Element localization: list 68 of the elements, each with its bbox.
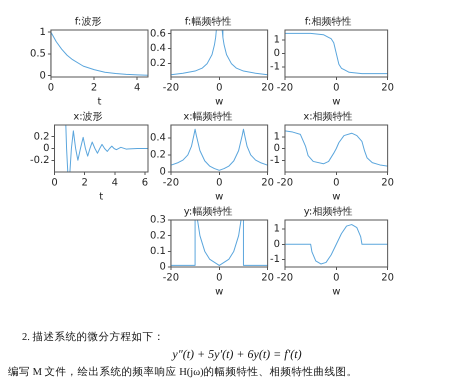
- x-tick-label: 0: [333, 272, 340, 284]
- x-axis-title: t: [99, 192, 104, 203]
- y-tick-label: -0.2: [30, 154, 50, 166]
- x-tick-label: 4: [112, 178, 118, 189]
- x-tick-label: 20: [261, 178, 274, 189]
- x-tick-label: 0: [333, 178, 340, 189]
- x-tick-label: 6: [142, 178, 148, 189]
- x-axis-title: w: [215, 96, 224, 108]
- chart-title: y:幅频特性: [184, 206, 232, 218]
- x-tick-label: -20: [276, 178, 294, 189]
- y-tick-label: 0.2: [150, 230, 166, 242]
- x-axis-title: w: [332, 96, 340, 108]
- x-tick-label: -20: [162, 82, 180, 94]
- y-tick-label: -1: [270, 154, 280, 166]
- y-tick-label: 0.2: [150, 58, 166, 70]
- y-tick-label: 0: [43, 143, 50, 154]
- x-axis-title: w: [215, 286, 224, 298]
- chart-title: f:波形: [74, 16, 102, 28]
- text: y″(t) + 5y′(t) + 6y(t) = f′(t): [170, 347, 303, 362]
- text: 编写 M 文件，绘出系统的频率响应 H(jω)的幅频特性、相频特性曲线图。: [8, 365, 358, 379]
- y-tick-label: 0: [274, 238, 280, 250]
- y-tick-label: 0: [274, 48, 280, 60]
- y-tick-label: 0.4: [150, 43, 166, 54]
- y-tick-label: 0.5: [30, 48, 46, 60]
- x-tick-label: 4: [134, 82, 140, 94]
- y-tick-label: 0: [160, 166, 166, 178]
- x-tick-label: -20: [276, 272, 294, 284]
- y-tick-label: -1: [270, 254, 280, 266]
- x-tick-label: 20: [381, 82, 394, 94]
- y-tick-label: 1: [40, 26, 46, 38]
- x-tick-label: 0: [216, 272, 222, 284]
- y-tick-label: 0.1: [150, 246, 166, 257]
- y-tick-label: 0: [160, 262, 166, 273]
- y-tick-label: 1: [274, 131, 280, 142]
- y-tick-label: 1: [274, 34, 280, 46]
- x-tick-label: 0: [333, 82, 340, 94]
- chart-title: x:幅频特性: [183, 110, 233, 123]
- y-tick-label: 0.2: [150, 150, 166, 161]
- y-tick-label: 0.4: [150, 132, 166, 144]
- y-tick-label: 1: [274, 224, 280, 235]
- chart-title: f:相频特性: [304, 16, 352, 28]
- x-tick-label: -20: [162, 272, 180, 284]
- x-tick-label: 20: [261, 82, 274, 94]
- x-tick-label: 20: [381, 178, 394, 189]
- x-tick-label: 2: [90, 82, 98, 94]
- x-tick-label: -20: [162, 178, 180, 189]
- x-tick-label: 2: [81, 178, 88, 189]
- x-tick-label: 0: [51, 178, 58, 189]
- text: 2. 描述系统的微分方程如下：: [22, 330, 164, 344]
- chart-title: x:波形: [73, 110, 103, 123]
- y-tick-label: 0: [40, 70, 46, 82]
- x-tick-label: 20: [261, 272, 274, 284]
- y-tick-label: -1: [270, 62, 280, 73]
- y-tick-label: 0.6: [150, 28, 166, 40]
- y-tick-label: 0.3: [150, 214, 166, 226]
- chart-title: y:相频特性: [304, 206, 352, 218]
- x-tick-label: 0: [216, 82, 222, 94]
- chart-title: f:幅频特性: [184, 16, 232, 28]
- y-tick-label: 0.2: [34, 131, 50, 142]
- x-tick-label: 20: [381, 272, 394, 284]
- x-axis-title: t: [97, 96, 102, 108]
- x-tick-label: -20: [276, 82, 294, 94]
- x-axis-title: w: [332, 192, 340, 203]
- x-axis-title: w: [332, 286, 340, 298]
- x-tick-label: 0: [216, 178, 222, 189]
- x-axis-title: w: [215, 192, 224, 203]
- y-tick-label: 0: [274, 143, 280, 154]
- chart-title: x:相频特性: [303, 110, 353, 123]
